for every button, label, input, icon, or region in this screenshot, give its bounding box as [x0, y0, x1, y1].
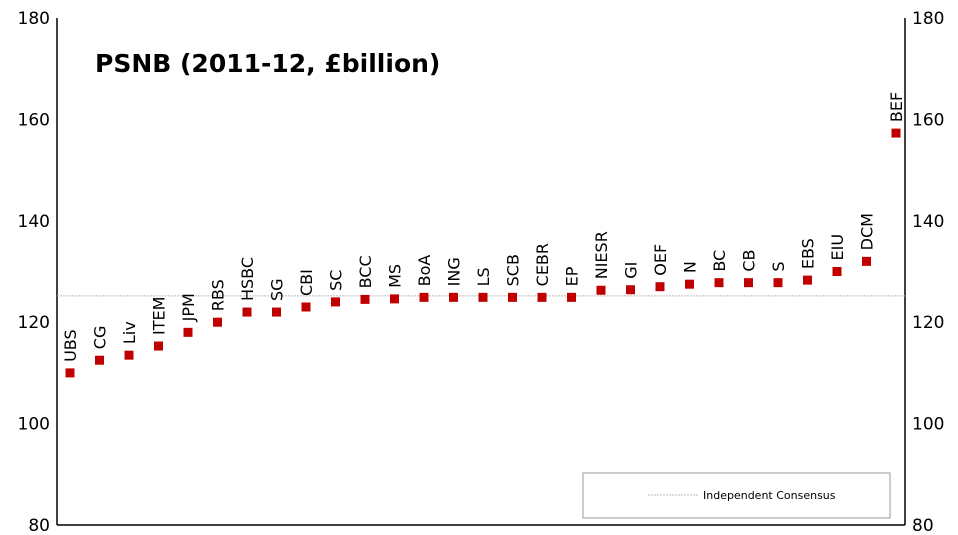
y-tick-label-left-3: 140 [18, 212, 50, 232]
legend: Independent Consensus [582, 472, 891, 519]
y-tick-label-right-2: 120 [912, 313, 944, 333]
category-label-HSBC: HSBC [238, 257, 257, 301]
y-tick-label-left-5: 180 [18, 9, 50, 29]
category-label-EP: EP [563, 266, 582, 286]
category-label-BoA: BoA [415, 255, 434, 287]
category-label-SG: SG [268, 278, 287, 301]
category-label-NIESR: NIESR [592, 231, 611, 279]
y-tick-label-right-0: 80 [912, 516, 934, 535]
category-label-DCM: DCM [858, 213, 877, 250]
y-tick-label-left-0: 80 [28, 516, 50, 535]
legend-box [582, 472, 891, 519]
data-point-NIESR [596, 285, 606, 295]
data-point-SG [272, 307, 281, 317]
y-tick-label-right-5: 180 [912, 9, 944, 29]
y-tick-label-right-4: 160 [912, 110, 944, 130]
data-point-HSBC [242, 307, 252, 317]
category-label-LS: LS [474, 267, 493, 286]
data-point-GI [626, 285, 635, 295]
data-point-BEF [891, 128, 901, 138]
chart-title: PSNB (2011-12, £billion) [95, 49, 440, 78]
data-point-Liv [124, 350, 134, 360]
data-point-JPM [183, 327, 193, 337]
category-label-N: N [681, 261, 700, 273]
category-label-BCC: BCC [356, 255, 375, 288]
category-labels: UBS CG Liv ITEM JPM RBS HSBC SG CBI SC BCC MS BoA ING… [61, 92, 906, 362]
category-label-CG: CG [91, 326, 110, 350]
category-label-CEBR: CEBR [533, 243, 552, 286]
data-point-DCM [862, 256, 871, 266]
data-point-CBI [301, 302, 311, 312]
category-label-JPM: JPM [179, 293, 198, 322]
category-label-EIU: EIU [828, 234, 847, 261]
category-label-CBI: CBI [297, 269, 316, 296]
data-point-BoA [419, 292, 429, 302]
data-point-EBS [803, 275, 812, 285]
data-point-ITEM [154, 341, 163, 351]
data-point-CEBR [537, 292, 547, 302]
y-tick-label-right-3: 140 [912, 212, 944, 232]
data-point-EIU [832, 267, 842, 276]
data-point-RBS [213, 317, 222, 327]
legend-label: Independent Consensus [703, 489, 836, 502]
data-point-UBS [65, 368, 75, 378]
category-label-BC: BC [710, 250, 729, 272]
data-point-N [685, 279, 694, 289]
category-label-EBS: EBS [799, 238, 818, 269]
category-label-Liv: Liv [120, 321, 139, 344]
category-label-SCB: SCB [504, 254, 523, 286]
data-point-MS [390, 294, 399, 304]
data-point-BCC [360, 294, 370, 304]
y-tick-label-right-1: 100 [912, 415, 944, 435]
category-label-CB: CB [740, 249, 759, 271]
category-label-SC: SC [327, 270, 346, 291]
y-tick-label-left-1: 100 [18, 415, 50, 435]
data-point-SCB [508, 292, 517, 302]
category-label-OEF: OEF [651, 244, 670, 276]
data-point-BC [714, 278, 724, 288]
y-tick-label-left-4: 160 [18, 110, 50, 130]
data-marks [65, 128, 901, 378]
category-label-ING: ING [445, 257, 464, 286]
data-point-CG [95, 355, 104, 365]
category-label-UBS: UBS [61, 329, 80, 362]
category-label-BEF: BEF [887, 92, 906, 122]
category-label-GI: GI [622, 262, 641, 279]
category-label-RBS: RBS [209, 279, 228, 311]
data-point-SC [331, 297, 340, 307]
data-point-EP [567, 292, 576, 302]
data-point-CB [744, 278, 753, 288]
y-tick-label-left-2: 120 [18, 313, 50, 333]
data-point-LS [478, 292, 488, 302]
data-point-ING [449, 292, 458, 302]
tick-group: 80 80 100 100 120 120 140 140 160 160 180 180 [18, 9, 945, 535]
data-point-S [773, 278, 783, 288]
category-label-S: S [769, 261, 788, 271]
category-label-MS: MS [386, 264, 405, 288]
category-label-ITEM: ITEM [150, 297, 169, 335]
data-point-OEF [655, 282, 665, 292]
